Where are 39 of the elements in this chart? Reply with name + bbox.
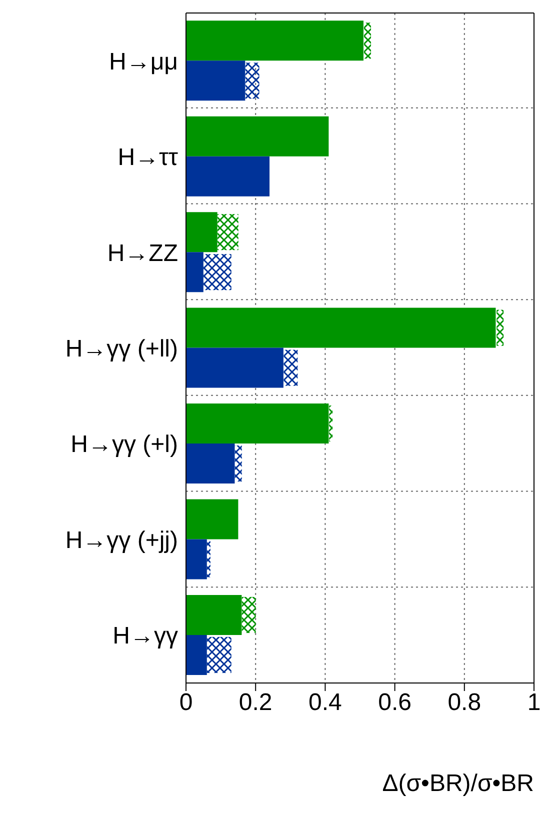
bar (186, 60, 246, 101)
bar (284, 350, 298, 386)
x-tick-label: 0.2 (238, 689, 272, 716)
bar (186, 404, 329, 444)
bar (186, 594, 242, 635)
bar (186, 308, 496, 348)
x-tick-label: 0 (179, 689, 193, 716)
x-tick-label: 0.8 (448, 689, 482, 716)
y-tick-label: H→γγ (+jj) (65, 526, 178, 554)
bar (186, 156, 270, 196)
bar (206, 636, 232, 673)
bar (203, 254, 232, 290)
bar (186, 20, 364, 61)
y-tick-label: H→ZZ (107, 240, 178, 267)
x-tick-label: 0.6 (378, 689, 412, 716)
bar (242, 596, 256, 633)
bar (186, 212, 218, 252)
bar (186, 634, 207, 675)
bar (496, 310, 504, 346)
bar (364, 22, 371, 59)
bar (186, 444, 235, 484)
x-axis-title: Δ(σ•BR)/σ•BR (382, 770, 534, 798)
y-tick-label: H→γγ (+ll) (65, 336, 178, 363)
y-tick-label: H→γγ (+l) (70, 431, 178, 458)
bar (186, 499, 238, 540)
bar (217, 214, 238, 250)
x-tick-label: 0.4 (308, 689, 342, 716)
y-tick-label: H→γγ (112, 622, 178, 650)
y-tick-label: H→μμ (109, 48, 178, 76)
bar (186, 348, 284, 388)
y-tick-label: H→ττ (118, 144, 179, 172)
bar (234, 446, 242, 482)
bar (206, 541, 210, 578)
bar (186, 539, 207, 580)
bar (186, 252, 204, 292)
bar (186, 116, 329, 156)
x-tick-label: 1 (527, 689, 541, 716)
bar (245, 62, 260, 99)
bar (329, 406, 333, 442)
